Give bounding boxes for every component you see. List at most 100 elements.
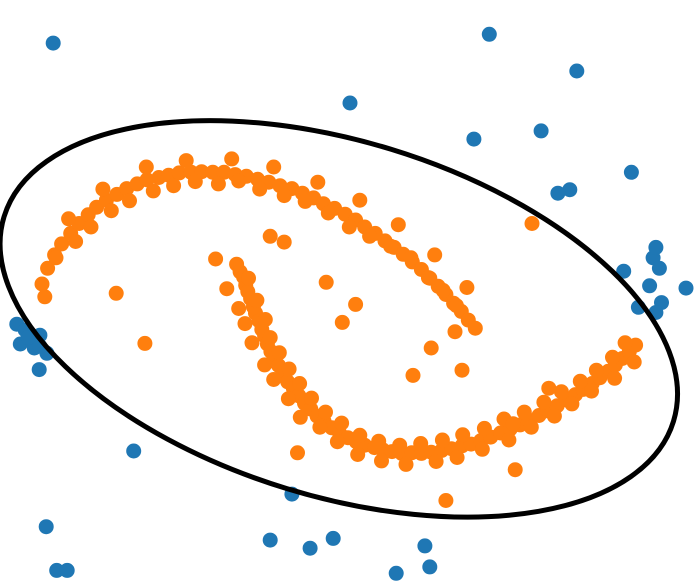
inlier-point <box>420 270 436 286</box>
inlier-point <box>427 247 443 263</box>
inlier-point <box>37 289 53 305</box>
inlier-point <box>297 193 313 209</box>
inlier-point <box>231 173 247 189</box>
inlier-point <box>454 362 470 378</box>
inlier-point <box>219 281 235 297</box>
outlier-point <box>550 185 566 201</box>
outlier-point <box>20 330 36 346</box>
inlier-point <box>438 493 454 508</box>
inlier-point <box>352 192 368 208</box>
inlier-point <box>352 427 368 443</box>
outlier-point <box>417 538 433 554</box>
inlier-point <box>292 376 308 391</box>
inlier-point <box>428 454 444 469</box>
inlier-point <box>459 280 475 295</box>
inlier-point <box>95 181 111 197</box>
inlier-point <box>435 282 451 298</box>
inlier-point <box>108 285 124 301</box>
inlier-point <box>467 320 483 336</box>
outlier-point <box>562 182 578 198</box>
inlier-point <box>449 450 465 465</box>
inlier-point <box>516 404 532 420</box>
inlier-point <box>348 296 364 312</box>
inlier-point <box>413 436 429 451</box>
inlier-point <box>61 211 77 227</box>
inlier-point <box>266 372 282 387</box>
inlier-point <box>423 340 439 356</box>
inlier-point <box>507 462 523 478</box>
inlier-point <box>605 349 620 365</box>
inlier-point <box>310 174 326 190</box>
outlier-point <box>623 164 639 180</box>
inlier-point <box>304 390 319 406</box>
inlier-point <box>249 292 265 308</box>
inlier-point <box>262 228 278 244</box>
inlier-point <box>139 172 155 188</box>
inlier-point <box>216 164 232 180</box>
inliers-series <box>34 151 644 508</box>
outlier-point <box>262 532 278 548</box>
inlier-point <box>523 419 539 435</box>
inlier-point <box>48 250 64 266</box>
inlier-point <box>187 174 203 190</box>
inlier-point <box>501 432 517 448</box>
inlier-point <box>280 391 296 407</box>
inlier-point <box>371 433 387 449</box>
inlier-point <box>137 335 153 351</box>
outlier-point <box>466 131 482 147</box>
inlier-point <box>271 345 287 361</box>
outlier-point <box>49 562 65 578</box>
inlier-point <box>505 416 521 432</box>
inlier-point <box>398 456 414 472</box>
inlier-point <box>224 151 240 167</box>
inlier-point <box>241 270 256 286</box>
inlier-point <box>447 324 463 340</box>
decision-boundary-ellipse <box>0 118 681 520</box>
inlier-point <box>476 420 492 436</box>
inlier-point <box>329 434 345 450</box>
inlier-point <box>320 205 336 221</box>
outlier-point <box>651 260 667 276</box>
inlier-point <box>103 203 119 219</box>
inlier-point <box>257 357 273 373</box>
inlier-point <box>210 176 226 192</box>
inlier-point <box>208 251 224 267</box>
inlier-point <box>138 159 154 175</box>
outlier-point <box>642 278 658 294</box>
outlier-point <box>126 443 142 459</box>
outlier-point <box>45 35 61 51</box>
inlier-point <box>237 316 253 332</box>
outlier-point <box>422 559 438 575</box>
inlier-point <box>40 260 56 276</box>
inlier-point <box>178 153 194 169</box>
points-layer <box>9 26 694 581</box>
inlier-point <box>252 181 268 197</box>
inlier-point <box>171 165 187 181</box>
inlier-point <box>290 445 305 461</box>
inlier-point <box>626 354 642 370</box>
inlier-point <box>383 238 399 254</box>
inlier-point <box>318 404 333 420</box>
inlier-point <box>392 437 408 453</box>
inlier-point <box>448 298 464 314</box>
inlier-point <box>572 373 588 389</box>
inlier-point <box>257 312 273 327</box>
inlier-point <box>584 383 599 399</box>
inlier-point <box>334 415 350 431</box>
inlier-point <box>564 396 580 412</box>
inlier-point <box>546 408 562 424</box>
inlier-point <box>536 394 552 410</box>
inlier-point <box>341 219 357 235</box>
inlier-point <box>405 367 421 383</box>
inlier-point <box>68 234 84 249</box>
outlier-point <box>616 263 632 279</box>
inlier-point <box>524 216 540 231</box>
outlier-point <box>481 26 497 42</box>
outlier-point <box>342 95 358 111</box>
inlier-point <box>350 447 366 462</box>
inlier-point <box>276 234 292 250</box>
inlier-point <box>262 330 278 346</box>
inlier-point <box>276 188 292 204</box>
inlier-point <box>334 314 350 330</box>
inlier-point <box>434 432 450 448</box>
